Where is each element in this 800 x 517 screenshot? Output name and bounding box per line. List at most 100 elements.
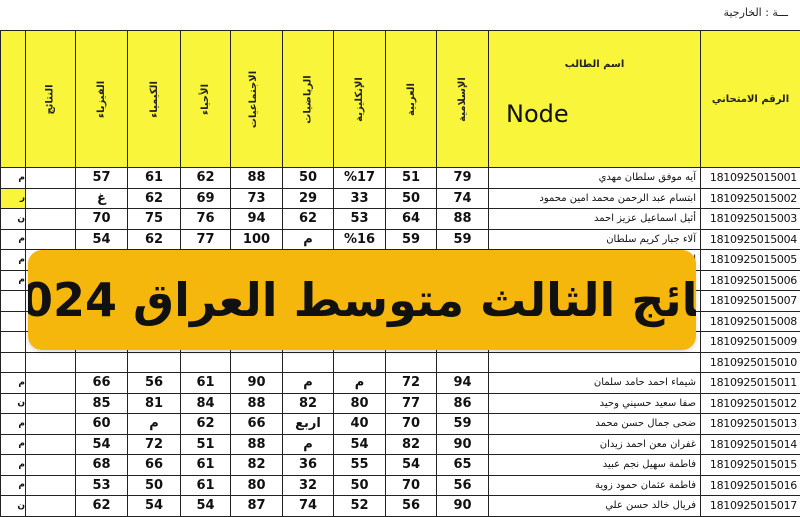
score-cell: م — [283, 434, 334, 455]
score-cell: 80 — [334, 393, 386, 414]
score-cell — [181, 352, 231, 373]
edge-cell: م — [1, 434, 26, 455]
column-header-label: الإنكليزية — [354, 77, 365, 122]
score-cell: 72 — [386, 373, 437, 394]
score-cell: 50 — [334, 475, 386, 496]
score-cell: 51 — [181, 434, 231, 455]
exam-number-cell: 1810925015003 — [701, 209, 800, 230]
score-cell: 81 — [128, 393, 181, 414]
table-row: 1810925015010 — [1, 352, 800, 373]
student-name-cell: آلاء جبار كريم سلطان — [489, 229, 701, 250]
score-cell: م — [283, 373, 334, 394]
score-cell: %17 — [334, 168, 386, 189]
score-cell: 82 — [231, 455, 283, 476]
column-header-label: اسم الطالب — [565, 59, 625, 70]
column-header: الإسلامية — [437, 31, 489, 168]
score-cell: 40 — [334, 414, 386, 435]
exam-number-cell: 1810925015001 — [701, 168, 800, 189]
edge-cell: م — [1, 475, 26, 496]
score-cell: 51 — [386, 168, 437, 189]
student-name-cell: أثيل اسماعيل عزيز احمد — [489, 209, 701, 230]
exam-number-cell: 1810925015009 — [701, 332, 800, 353]
score-cell: 86 — [437, 393, 489, 414]
score-cell: 62 — [76, 496, 128, 517]
student-name-cell: غفران معن احمد زيدان — [489, 434, 701, 455]
score-cell: 56 — [128, 373, 181, 394]
score-cell: 76 — [181, 209, 231, 230]
edge-cell — [1, 332, 26, 353]
banner-title: نتائج الثالث متوسط العراق 2024 — [28, 273, 696, 327]
score-cell: 55 — [334, 455, 386, 476]
score-cell: 50 — [128, 475, 181, 496]
column-header: اسم الطالب — [489, 31, 701, 168]
score-cell: 74 — [437, 188, 489, 209]
score-cell: 80 — [231, 475, 283, 496]
school-label: ـــة : الخارجية — [724, 6, 788, 19]
score-cell: 88 — [231, 168, 283, 189]
score-cell: 59 — [386, 229, 437, 250]
node-watermark: Node — [506, 100, 569, 128]
score-cell: 90 — [437, 496, 489, 517]
score-cell: 70 — [386, 414, 437, 435]
exam-number-cell: 1810925015007 — [701, 291, 800, 312]
column-header-label: الرياضيات — [303, 75, 314, 123]
result-cell — [26, 475, 76, 496]
score-cell: 52 — [334, 496, 386, 517]
edge-cell: م — [1, 270, 26, 291]
score-cell: 61 — [128, 168, 181, 189]
result-cell — [26, 229, 76, 250]
score-cell: 62 — [181, 414, 231, 435]
score-cell: 82 — [386, 434, 437, 455]
score-cell: 59 — [437, 229, 489, 250]
score-cell: 50 — [283, 168, 334, 189]
column-header-label: الرقم الامتحاني — [712, 94, 789, 105]
score-cell: 75 — [128, 209, 181, 230]
score-cell: 60 — [76, 414, 128, 435]
exam-number-cell: 1810925015008 — [701, 311, 800, 332]
column-header: الأحياء — [181, 31, 231, 168]
column-header-label: النتائج — [45, 84, 56, 114]
student-name-cell: صفا سعيد حسيني وحيد — [489, 393, 701, 414]
score-cell: 70 — [386, 475, 437, 496]
edge-cell: ر — [1, 188, 26, 209]
edge-cell: م — [1, 168, 26, 189]
edge-cell: ن — [1, 393, 26, 414]
score-cell: 65 — [437, 455, 489, 476]
score-cell: 33 — [334, 188, 386, 209]
score-cell: 74 — [283, 496, 334, 517]
score-cell: 94 — [231, 209, 283, 230]
column-header: الفيزياء — [76, 31, 128, 168]
score-cell: 57 — [76, 168, 128, 189]
result-cell — [26, 455, 76, 476]
score-cell: 53 — [76, 475, 128, 496]
column-header-label: العربية — [405, 83, 416, 116]
student-name-cell: فريال خالد حسن علي — [489, 496, 701, 517]
score-cell: 73 — [231, 188, 283, 209]
result-cell — [26, 393, 76, 414]
result-cell — [26, 168, 76, 189]
column-header: الإنكليزية — [334, 31, 386, 168]
edge-cell: م — [1, 373, 26, 394]
score-cell: 36 — [283, 455, 334, 476]
score-cell: 54 — [76, 434, 128, 455]
score-cell: 77 — [386, 393, 437, 414]
score-cell: 70 — [76, 209, 128, 230]
score-cell: 77 — [181, 229, 231, 250]
score-cell: 54 — [181, 496, 231, 517]
score-cell: اربع — [283, 414, 334, 435]
column-header-label: الإسلامية — [457, 77, 468, 122]
student-name-cell — [489, 352, 701, 373]
score-cell: 50 — [386, 188, 437, 209]
exam-number-cell: 1810925015015 — [701, 455, 800, 476]
result-cell — [26, 188, 76, 209]
score-cell: 88 — [437, 209, 489, 230]
score-cell: 62 — [283, 209, 334, 230]
result-cell — [26, 373, 76, 394]
student-name-cell: ضحى جمال حسن محمد — [489, 414, 701, 435]
